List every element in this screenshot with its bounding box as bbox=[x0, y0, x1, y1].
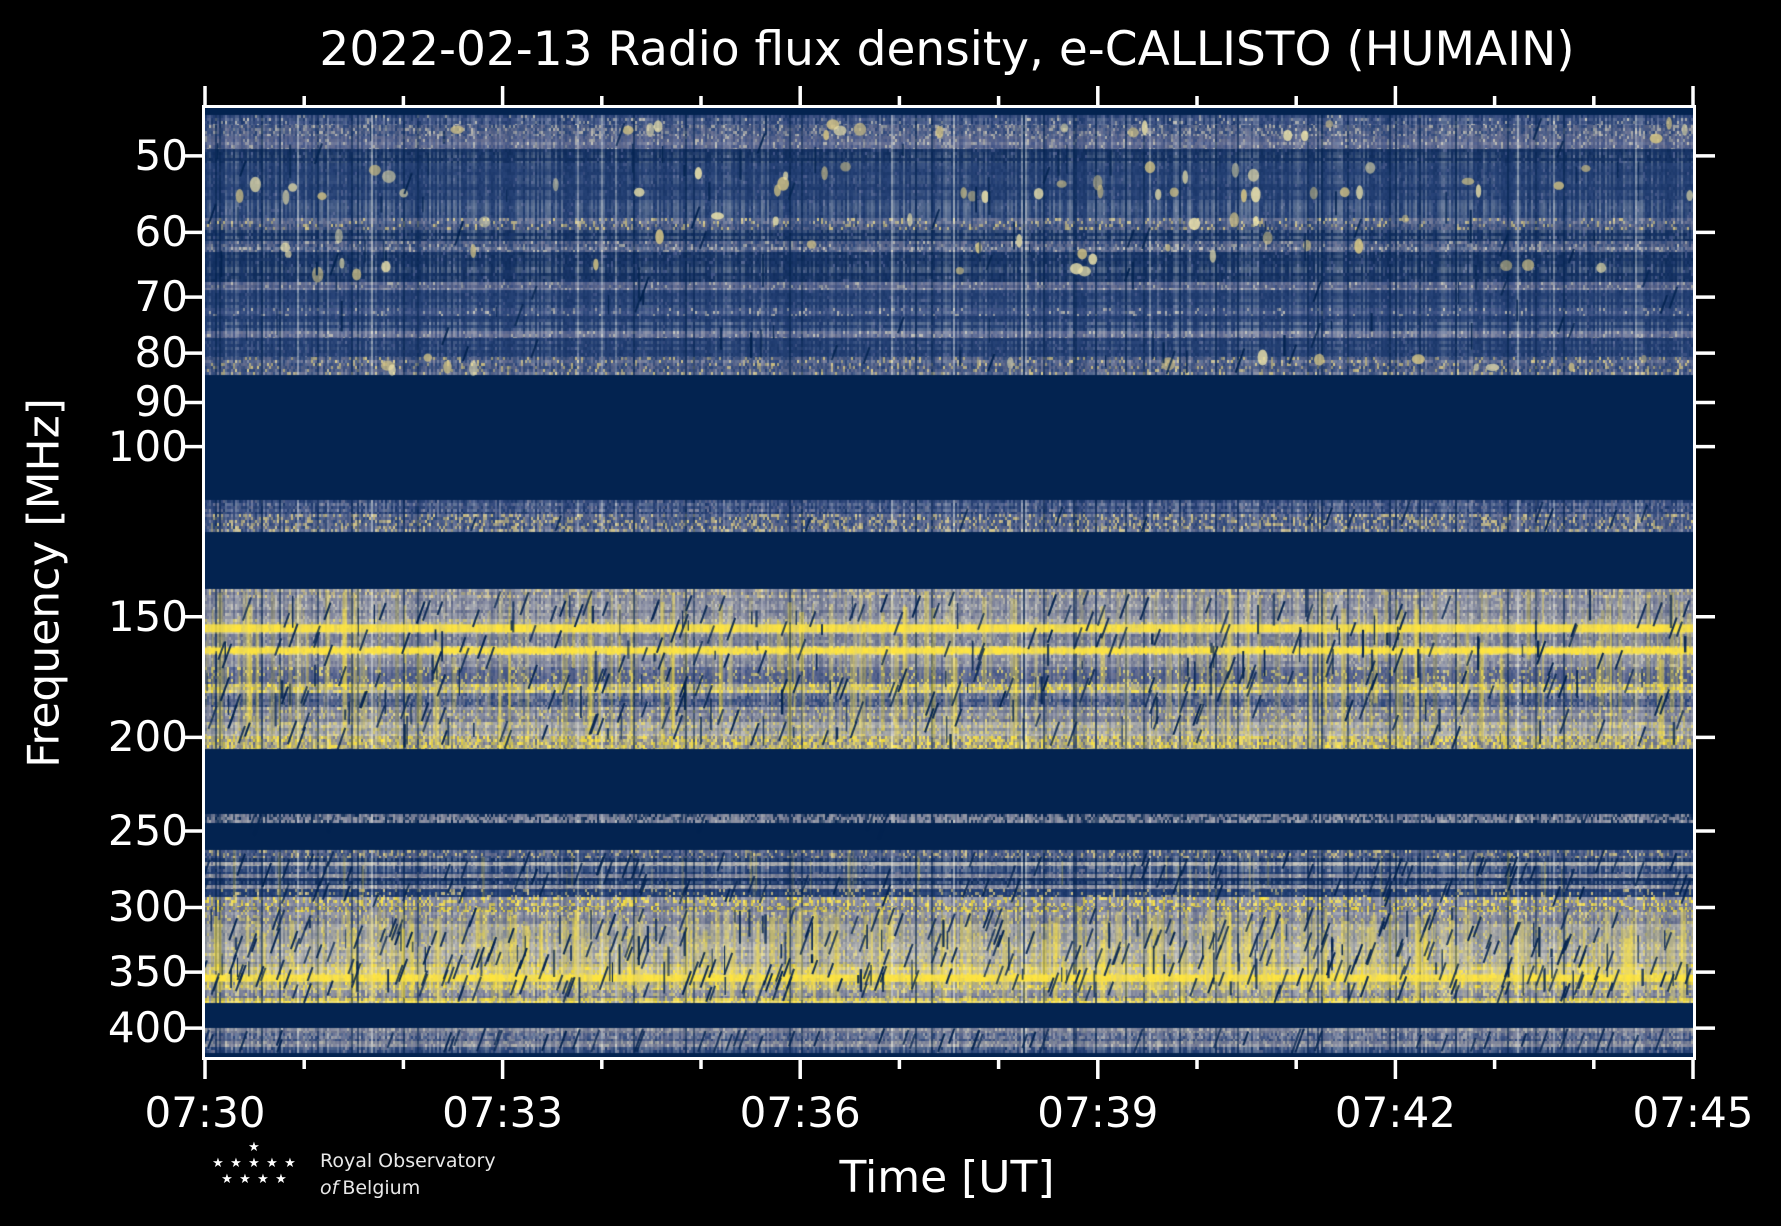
y-tick-label: 350 bbox=[107, 947, 188, 997]
star-icon: ★ bbox=[212, 1156, 224, 1171]
star-icon: ★ bbox=[257, 1172, 269, 1187]
x-axis-title: Time [UT] bbox=[839, 1152, 1055, 1203]
rob-logo-line2: of Belgium bbox=[320, 1175, 496, 1202]
star-icon: ★ bbox=[248, 1156, 260, 1171]
y-tick-label: 80 bbox=[134, 328, 188, 378]
y-axis-title: Frequency [MHz] bbox=[18, 398, 70, 768]
rob-logo-stars: ★ ★ ★ ★ ★ ★ ★ ★ ★ ★ bbox=[206, 1140, 302, 1188]
y-tick-label: 60 bbox=[134, 207, 188, 257]
y-tick-label: 400 bbox=[107, 1003, 188, 1053]
rob-logo-line2-belgium: Belgium bbox=[342, 1177, 421, 1199]
spectrogram-canvas bbox=[205, 108, 1693, 1057]
star-icon: ★ bbox=[275, 1172, 287, 1187]
x-tick-label: 07:39 bbox=[1037, 1088, 1159, 1137]
star-icon: ★ bbox=[230, 1156, 242, 1171]
y-tick-label: 100 bbox=[107, 421, 188, 471]
y-tick-label: 300 bbox=[107, 882, 188, 932]
y-tick-label: 150 bbox=[107, 591, 188, 641]
chart-title: 2022-02-13 Radio flux density, e-CALLIST… bbox=[319, 22, 1575, 77]
star-icon: ★ bbox=[221, 1172, 233, 1187]
rob-logo-text: Royal Observatory of Belgium bbox=[320, 1140, 496, 1202]
x-tick-label: 07:36 bbox=[739, 1088, 861, 1137]
rob-logo-line1: Royal Observatory bbox=[320, 1150, 496, 1172]
rob-logo-star-row: ★ bbox=[245, 1140, 263, 1156]
y-tick-label: 50 bbox=[134, 130, 188, 180]
x-tick-label: 07:30 bbox=[144, 1088, 266, 1137]
star-icon: ★ bbox=[239, 1172, 251, 1187]
rob-logo-line2-of: of bbox=[320, 1177, 339, 1199]
plot-frame bbox=[202, 105, 1696, 1060]
x-tick-label: 07:33 bbox=[442, 1088, 564, 1137]
rob-logo-star-row: ★ ★ ★ ★ ★ bbox=[209, 1156, 299, 1172]
x-tick-label: 07:42 bbox=[1334, 1088, 1456, 1137]
star-icon: ★ bbox=[266, 1156, 278, 1171]
star-icon: ★ bbox=[284, 1156, 296, 1171]
y-tick-label: 200 bbox=[107, 712, 188, 762]
y-tick-label: 90 bbox=[134, 377, 188, 427]
x-tick-label: 07:45 bbox=[1632, 1088, 1754, 1137]
rob-logo-star-row: ★ ★ ★ ★ bbox=[218, 1172, 290, 1188]
rob-logo: ★ ★ ★ ★ ★ ★ ★ ★ ★ ★ Royal Observatory of Belgium bbox=[206, 1140, 496, 1202]
star-icon: ★ bbox=[248, 1140, 260, 1155]
y-tick-label: 250 bbox=[107, 805, 188, 855]
y-tick-label: 70 bbox=[134, 272, 188, 322]
